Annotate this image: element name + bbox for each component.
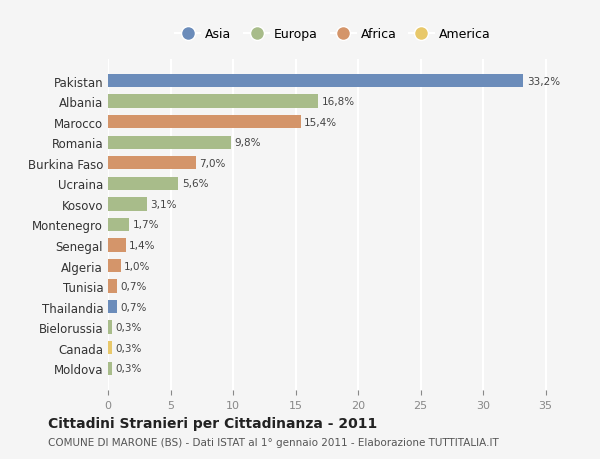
- Bar: [108, 177, 178, 190]
- Bar: [108, 239, 125, 252]
- Text: 1,4%: 1,4%: [129, 241, 156, 251]
- Text: 15,4%: 15,4%: [304, 118, 337, 127]
- Text: 7,0%: 7,0%: [199, 158, 226, 168]
- Text: 1,7%: 1,7%: [133, 220, 160, 230]
- Bar: [108, 300, 117, 313]
- Bar: [108, 259, 121, 273]
- Bar: [108, 321, 112, 334]
- Text: Cittadini Stranieri per Cittadinanza - 2011: Cittadini Stranieri per Cittadinanza - 2…: [48, 416, 377, 430]
- Bar: [108, 75, 523, 88]
- Text: 0,3%: 0,3%: [115, 343, 142, 353]
- Text: 0,7%: 0,7%: [121, 281, 147, 291]
- Bar: [108, 95, 318, 108]
- Text: 3,1%: 3,1%: [151, 199, 177, 209]
- Bar: [108, 341, 112, 355]
- Bar: [108, 280, 117, 293]
- Text: 16,8%: 16,8%: [322, 97, 355, 107]
- Bar: [108, 136, 230, 150]
- Bar: [108, 362, 112, 375]
- Bar: [108, 198, 147, 211]
- Text: 0,3%: 0,3%: [115, 364, 142, 374]
- Bar: [108, 157, 196, 170]
- Text: 9,8%: 9,8%: [234, 138, 261, 148]
- Text: 33,2%: 33,2%: [527, 76, 560, 86]
- Text: COMUNE DI MARONE (BS) - Dati ISTAT al 1° gennaio 2011 - Elaborazione TUTTITALIA.: COMUNE DI MARONE (BS) - Dati ISTAT al 1°…: [48, 437, 499, 447]
- Text: 0,3%: 0,3%: [115, 323, 142, 332]
- Text: 0,7%: 0,7%: [121, 302, 147, 312]
- Bar: [108, 218, 129, 232]
- Legend: Asia, Europa, Africa, America: Asia, Europa, Africa, America: [170, 23, 496, 46]
- Text: 1,0%: 1,0%: [124, 261, 151, 271]
- Text: 5,6%: 5,6%: [182, 179, 208, 189]
- Bar: [108, 116, 301, 129]
